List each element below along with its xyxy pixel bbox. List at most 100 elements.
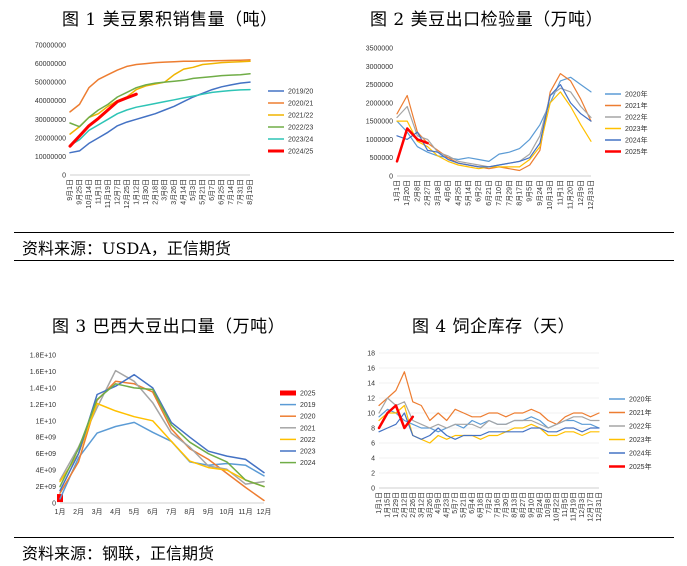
x-tick-label: 1月 — [55, 508, 66, 516]
x-tick-label: 6月7日 — [208, 179, 216, 201]
y-tick-label: 8E+09 — [36, 435, 57, 442]
fig1-chart: 70000000 60000000 50000000 40000000 30000000… — [35, 43, 314, 209]
x-tick-label: 2月26日 — [409, 492, 417, 518]
series-line-2021 — [59, 369, 265, 485]
x-tick-label: 9月24日 — [536, 492, 544, 518]
legend-label: 2023 — [300, 449, 316, 456]
x-tick-label: 1月12日 — [132, 179, 140, 205]
x-tick-label: 5月21日 — [199, 179, 207, 205]
fig4-caption: 图 4 饲企库存（天） — [412, 317, 576, 337]
x-tick-label: 10月8日 — [544, 492, 552, 518]
x-tick-label: 12月3日 — [578, 492, 586, 518]
x-tick-label: 1月15日 — [383, 492, 391, 518]
x-tick-label: 3月26日 — [170, 179, 178, 205]
legend-label: 2021 — [300, 425, 316, 432]
y-tick-label: 1500000 — [366, 119, 393, 126]
x-tick-label: 5月21日 — [460, 492, 468, 518]
x-tick-label: 9月10日 — [527, 492, 535, 518]
x-tick-label: 3月18日 — [434, 180, 442, 206]
fig1-caption: 图 1 美豆累积销售量（吨） — [62, 10, 278, 30]
x-tick-label: 8月13日 — [510, 492, 518, 518]
legend-label: 2020年 — [625, 90, 648, 99]
y-tick-label: 4 — [371, 456, 375, 463]
y-tick-label: 70000000 — [35, 43, 66, 50]
x-tick-label: 2月27日 — [424, 180, 432, 206]
legend-label: 2022/23 — [288, 125, 313, 132]
x-tick-label: 10月 — [220, 508, 235, 516]
series-line-2023年 — [396, 91, 592, 170]
x-tick-label: 6月4日 — [468, 492, 476, 514]
x-tick-label: 4月 — [110, 508, 121, 516]
x-tick-label: 6月 — [147, 508, 158, 516]
series-line-2021/22 — [69, 60, 251, 135]
y-tick-label: 50000000 — [35, 80, 66, 87]
y-tick-label: 4E+09 — [36, 468, 57, 475]
x-tick-label: 5月3日 — [189, 179, 197, 201]
x-tick-label: 8月19日 — [246, 179, 254, 205]
legend-label: 2024 — [300, 460, 316, 467]
series-line-2022年 — [396, 87, 592, 168]
x-tick-label: 4月14日 — [180, 179, 188, 205]
series-line-2020年 — [396, 76, 592, 163]
x-tick-label: 2月12日 — [400, 492, 408, 518]
legend-label: 2024/25 — [288, 149, 313, 156]
x-tick-label: 11月19日 — [570, 492, 578, 521]
x-tick-label: 10月13日 — [546, 180, 554, 210]
y-tick-label: 30000000 — [35, 117, 66, 124]
x-tick-label: 1月29日 — [392, 492, 400, 518]
y-tick-label: 12 — [367, 396, 375, 403]
series-line-2021年 — [378, 371, 600, 425]
x-tick-label: 2月 — [73, 508, 84, 516]
x-tick-label: 12月31日 — [595, 492, 603, 522]
y-tick-label: 0 — [62, 173, 66, 180]
y-tick-label: 1.2E+10 — [30, 402, 56, 409]
x-tick-label: 1月1日 — [375, 492, 383, 514]
y-tick-label: 8 — [371, 426, 375, 433]
y-tick-label: 1.6E+10 — [30, 369, 56, 376]
y-tick-label: 6 — [371, 441, 375, 448]
y-tick-label: 2500000 — [366, 82, 393, 89]
x-tick-label: 9月25日 — [75, 179, 83, 205]
x-tick-label: 8月27日 — [519, 492, 527, 518]
x-tick-label: 11月1日 — [94, 179, 102, 204]
legend-label: 2023年 — [629, 435, 652, 444]
y-tick-label: 1.4E+10 — [30, 385, 56, 392]
y-tick-label: 0 — [371, 486, 375, 493]
x-tick-label: 8月17日 — [516, 180, 524, 206]
series-line-2024年 — [378, 412, 600, 440]
y-tick-label: 0 — [52, 501, 56, 508]
legend-label: 2022年 — [625, 113, 648, 122]
legend-label: 2025年 — [625, 147, 648, 156]
fig3-chart: 1.8E+10 1.6E+10 1.4E+10 1.2E+10 1E+10 8E+09 6E… — [30, 353, 316, 517]
x-tick-label: 3月26日 — [426, 492, 434, 518]
x-tick-label: 9月24日 — [536, 180, 544, 206]
fig2-chart: 3500000 3000000 2500000 2000000 1500000 10000… — [366, 46, 648, 210]
x-tick-label: 7月16日 — [493, 492, 501, 518]
x-tick-label: 9月5日 — [526, 180, 534, 202]
y-tick-label: 10 — [367, 411, 375, 418]
series-line-2024 — [59, 383, 265, 488]
x-tick-label: 4月25日 — [454, 180, 462, 206]
x-tick-label: 9月1日 — [66, 179, 74, 201]
series-line-2019 — [59, 421, 265, 500]
y-tick-label: 1E+10 — [36, 418, 57, 425]
y-tick-label: 500000 — [370, 155, 393, 162]
legend-label: 2019 — [300, 402, 316, 409]
x-tick-label: 10月22日 — [553, 492, 561, 522]
x-tick-label: 3月 — [92, 508, 103, 516]
series-line-2024年 — [396, 83, 592, 168]
top-bottom-rule — [14, 260, 674, 261]
x-tick-label: 2月18日 — [151, 179, 159, 205]
x-tick-label: 3月12日 — [417, 492, 425, 518]
x-tick-label: 6月2日 — [475, 180, 483, 202]
legend-label: 2021年 — [625, 101, 648, 110]
x-tick-label: 11月 — [238, 508, 252, 516]
x-tick-label: 6月25日 — [218, 179, 226, 205]
x-tick-label: 2月8日 — [413, 180, 421, 202]
series-line-2021年 — [396, 72, 592, 172]
legend-label: 2025年 — [629, 462, 652, 471]
fig2-caption: 图 2 美豆出口检验量（万吨） — [370, 10, 604, 30]
y-tick-label: 60000000 — [35, 61, 66, 68]
source-note-bottom: 资料来源：钢联，正信期货 — [22, 544, 215, 563]
